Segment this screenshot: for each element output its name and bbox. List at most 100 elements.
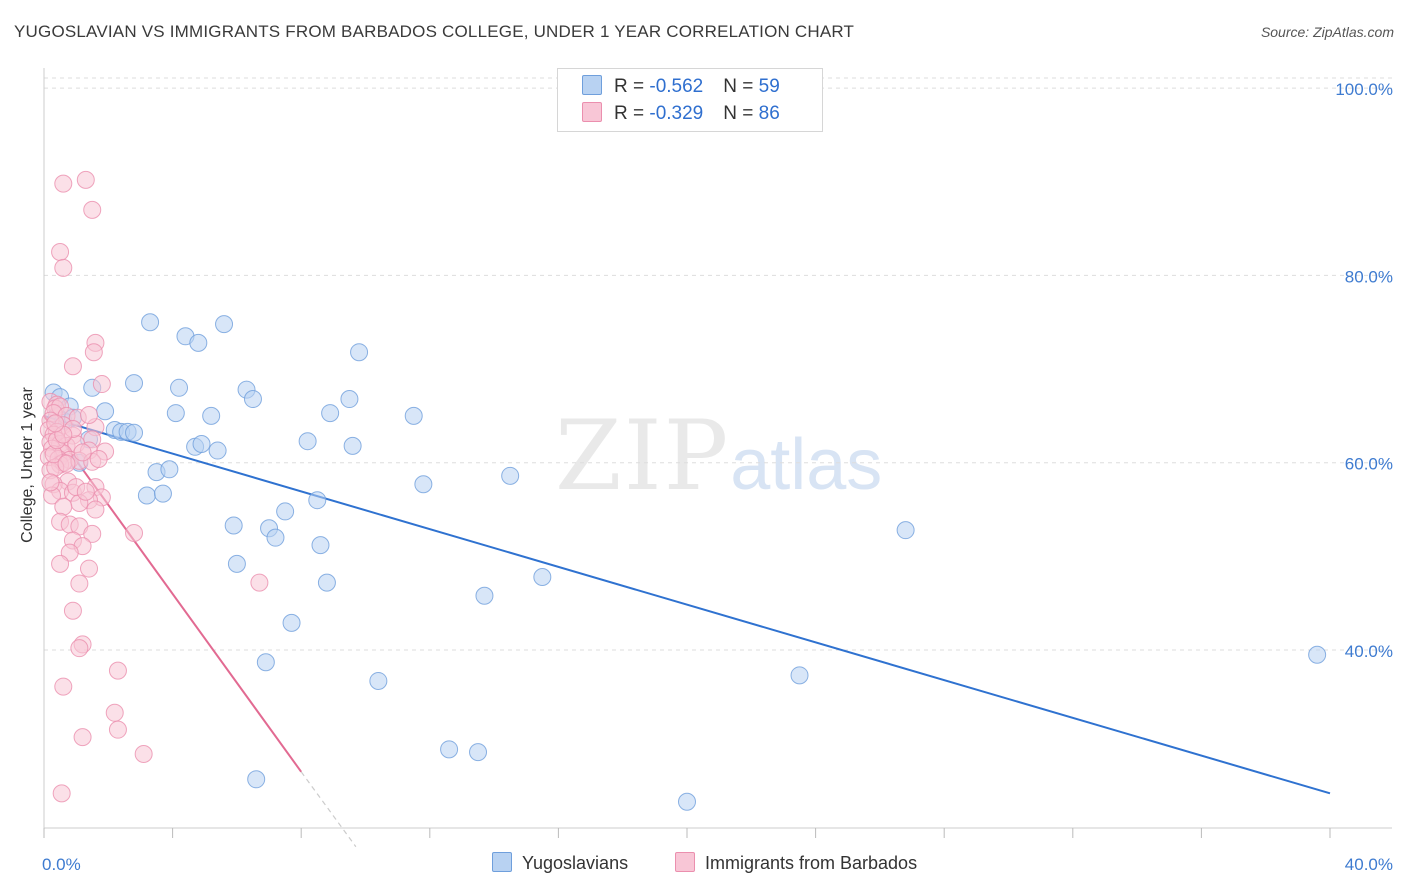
legend-r-label: R = — [614, 76, 650, 97]
yugoslavian-point — [266, 528, 285, 547]
yugoslavian-point — [189, 333, 208, 352]
legend-n-label: N = — [723, 103, 759, 124]
yugoslavian-point — [243, 390, 262, 409]
yugoslavian-point — [414, 475, 433, 494]
bottom-legend-barbados: Immigrants from Barbados — [675, 852, 917, 874]
yugoslavian-point — [321, 404, 340, 423]
yugoslavian-point — [137, 486, 156, 505]
barbados-point — [125, 523, 144, 542]
yugoslavian-point — [501, 466, 520, 485]
watermark-zip: ZIP — [555, 400, 731, 512]
zipatlas-watermark: ZIPatlas — [555, 400, 882, 512]
barbados-point — [83, 200, 102, 219]
yugoslavian-point — [276, 502, 295, 521]
barbados-point — [83, 524, 102, 543]
barbados-point — [80, 559, 99, 578]
watermark-atlas: atlas — [730, 425, 883, 505]
yugoslavian-point — [790, 666, 809, 685]
yugoslavian-point — [343, 436, 362, 455]
yugoslavian-point — [141, 313, 160, 332]
legend-n-value: 86 — [758, 103, 780, 124]
series1-label: Yugoslavians — [522, 853, 629, 873]
barbados-point — [92, 375, 111, 394]
correlation-legend: R = -0.562 N = 59 R = -0.329 N = 86 — [557, 68, 823, 132]
yugoslavian-point — [202, 406, 221, 425]
yugoslavian-point — [192, 435, 211, 453]
barbados-point — [51, 243, 70, 261]
yugoslavian-point — [125, 423, 144, 442]
yugoslavian-point — [256, 653, 275, 672]
legend-n-value: 59 — [758, 76, 780, 97]
barbados-point — [108, 720, 127, 739]
yugoslavian-point — [227, 554, 246, 573]
legend-row-yugoslavians: R = -0.562 N = 59 — [582, 75, 780, 98]
legend-n-label: N = — [723, 76, 759, 97]
barbados-point — [73, 443, 92, 462]
barbados-point — [76, 482, 95, 501]
barbados-point — [57, 454, 76, 473]
barbados-point — [105, 703, 124, 722]
barbados-point — [63, 601, 82, 620]
yugoslavian-point — [224, 516, 243, 535]
barbados-point — [108, 661, 127, 680]
legend-r-label: R = — [614, 103, 650, 124]
y-tick-label: 60.0% — [1345, 455, 1393, 474]
yugoslavian-point — [896, 521, 915, 540]
barbados-point — [52, 784, 71, 803]
barbados-trend-extension — [300, 771, 357, 848]
yugoslavian-point — [208, 441, 227, 460]
barbados-point — [51, 554, 70, 573]
yugoslavian-point — [282, 613, 301, 632]
yugoslavian-point — [350, 343, 369, 362]
yugoslavian-point — [404, 406, 423, 425]
barbados-point — [54, 497, 73, 516]
pink-swatch-icon — [582, 102, 602, 122]
barbados-point — [46, 414, 65, 433]
barbados-point — [70, 574, 89, 593]
legend-r-value: -0.562 — [649, 76, 704, 97]
yugoslavian-point — [215, 315, 234, 334]
yugoslavian-point — [340, 390, 359, 409]
data-points — [39, 170, 1327, 811]
barbados-point — [54, 677, 73, 696]
x-tick-label: 0.0% — [42, 855, 81, 874]
barbados-point — [76, 170, 95, 189]
yugoslavian-point — [166, 404, 185, 423]
barbados-point — [54, 174, 73, 193]
yugoslavian-point — [247, 770, 266, 789]
y-tick-label: 100.0% — [1335, 80, 1393, 99]
barbados-point — [84, 343, 103, 362]
yugoslavian-point — [308, 491, 327, 510]
tick-labels: 40.0% 60.0% 80.0% 100.0% 0.0% 40.0% — [42, 80, 1393, 874]
yugoslavian-point — [125, 374, 144, 393]
legend-row-barbados: R = -0.329 N = 86 — [582, 102, 780, 125]
trend-lines — [43, 414, 1331, 848]
yugoslavian-point — [475, 586, 494, 605]
yugoslavian-trend-line — [43, 414, 1331, 795]
yugoslavian-point — [170, 378, 189, 397]
barbados-trend-line — [43, 415, 303, 773]
axes — [43, 68, 1392, 838]
yugoslavian-point — [533, 567, 552, 586]
yugoslavian-point — [369, 671, 388, 690]
legend-r-value: -0.329 — [649, 103, 704, 124]
yugoslavian-point — [317, 573, 336, 592]
chart-title: YUGOSLAVIAN VS IMMIGRANTS FROM BARBADOS … — [14, 22, 855, 41]
yugoslavian-point — [160, 460, 179, 479]
y-tick-label: 40.0% — [1345, 642, 1393, 661]
yugoslavian-point — [298, 432, 317, 451]
barbados-point — [41, 473, 60, 492]
bottom-legend-yugoslavians: Yugoslavians — [492, 852, 628, 874]
barbados-point — [54, 258, 73, 277]
barbados-point — [80, 405, 99, 424]
yugoslavian-point — [440, 740, 459, 759]
yugoslavian-point — [96, 402, 115, 421]
series2-label: Immigrants from Barbados — [705, 853, 918, 873]
y-tick-label: 80.0% — [1345, 267, 1393, 286]
x-tick-label: 40.0% — [1345, 855, 1393, 874]
yugoslavian-point — [311, 536, 330, 555]
barbados-point — [86, 500, 105, 519]
blue-swatch-icon — [582, 75, 602, 95]
barbados-point — [70, 639, 89, 658]
